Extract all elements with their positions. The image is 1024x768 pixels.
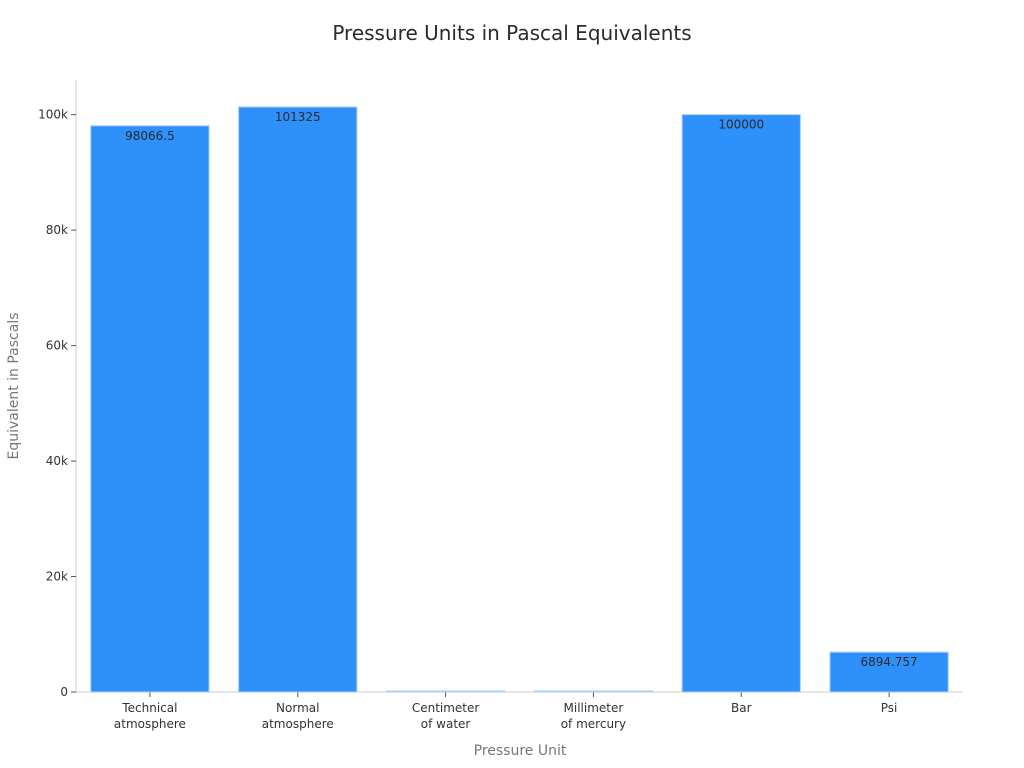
- y-tick-label: 0: [60, 685, 68, 699]
- y-tick-label: 40k: [46, 454, 68, 468]
- chart-title: Pressure Units in Pascal Equivalents: [332, 21, 691, 45]
- y-tick-label: 100k: [38, 108, 68, 122]
- bar: [533, 690, 654, 693]
- bar-value-label: 98066.5: [125, 129, 175, 143]
- x-axis: Technical atmosphere Normal atmosphere Centi…: [76, 691, 963, 731]
- bar-value-label: 6894.757: [860, 655, 917, 669]
- bar: [681, 114, 801, 693]
- bar-value-label: 101325: [275, 110, 321, 124]
- y-tick-label: 80k: [46, 223, 68, 237]
- x-tick-label: Psi: [881, 701, 898, 715]
- x-axis-title: Pressure Unit: [474, 743, 567, 759]
- x-tick-label: Millimeter of mercury: [561, 701, 626, 731]
- bar: [238, 106, 358, 693]
- bar: [829, 651, 949, 693]
- bar-value-label: 100000: [718, 118, 764, 132]
- bar: [90, 125, 210, 693]
- bar: [385, 690, 506, 693]
- x-tick-label: Centimeter of water: [412, 701, 480, 731]
- y-tick-label: 20k: [46, 570, 68, 584]
- x-tick-label: Technical atmosphere: [114, 701, 186, 731]
- data-labels: 98066.5 101325 100000 6894.757: [125, 110, 918, 669]
- x-tick-label: Bar: [731, 701, 752, 715]
- y-axis: 0 20k 40k 60k 80k 100k: [38, 80, 77, 699]
- y-tick-label: 60k: [46, 339, 68, 353]
- bars: [90, 106, 949, 693]
- x-tick-label: Normal atmosphere: [262, 701, 334, 731]
- y-axis-title: Equivalent in Pascals: [6, 312, 22, 459]
